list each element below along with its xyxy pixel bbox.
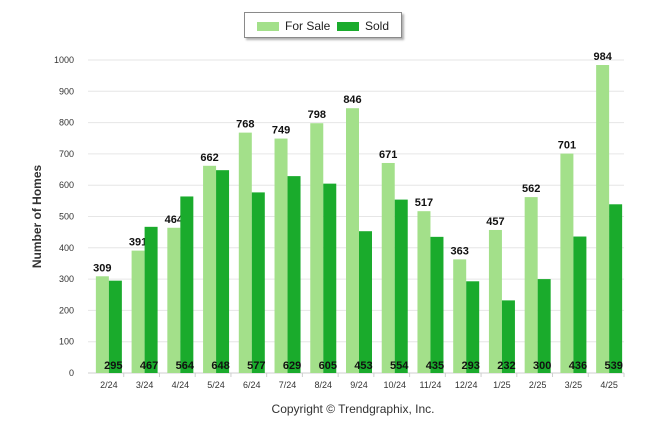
x-tick-label: 2/25 bbox=[529, 380, 547, 390]
data-label-for-sale: 391 bbox=[129, 237, 147, 249]
data-label-sold: 629 bbox=[283, 360, 301, 372]
bar-sold bbox=[501, 300, 515, 373]
legend-label-sold: Sold bbox=[365, 19, 390, 33]
x-tick-label: 6/24 bbox=[243, 380, 261, 390]
data-label-for-sale: 768 bbox=[236, 119, 254, 131]
data-label-for-sale: 517 bbox=[415, 197, 433, 209]
data-label-sold: 436 bbox=[569, 360, 587, 372]
x-tick-label: 8/24 bbox=[315, 380, 333, 390]
y-tick-label: 900 bbox=[59, 86, 74, 96]
x-tick-label: 5/24 bbox=[207, 380, 225, 390]
legend-label-for-sale: For Sale bbox=[285, 19, 331, 33]
bar-for-sale bbox=[381, 162, 395, 373]
data-label-for-sale: 701 bbox=[558, 140, 576, 152]
x-tick-label: 4/25 bbox=[600, 380, 618, 390]
x-tick-label: 11/24 bbox=[420, 380, 442, 390]
y-tick-label: 300 bbox=[59, 274, 74, 284]
x-tick-label: 10/24 bbox=[383, 380, 406, 390]
bar-sold bbox=[287, 176, 301, 373]
y-tick-label: 0 bbox=[69, 368, 74, 378]
legend: For Sale Sold bbox=[244, 12, 402, 38]
x-tick-label: 1/25 bbox=[493, 380, 511, 390]
bar-for-sale bbox=[488, 229, 502, 373]
bar-for-sale bbox=[274, 138, 288, 373]
legend-item-sold: Sold bbox=[337, 19, 389, 33]
bar-for-sale bbox=[524, 197, 538, 373]
bar-for-sale bbox=[238, 132, 252, 373]
data-label-for-sale: 671 bbox=[379, 149, 397, 161]
data-label-sold: 605 bbox=[319, 360, 337, 372]
bar-for-sale bbox=[167, 227, 181, 373]
data-label-for-sale: 984 bbox=[593, 51, 612, 63]
legend-swatch-for-sale bbox=[257, 21, 279, 31]
x-tick-label: 7/24 bbox=[279, 380, 297, 390]
y-tick-label: 500 bbox=[59, 212, 74, 222]
x-tick-label: 9/24 bbox=[350, 380, 368, 390]
data-label-for-sale: 562 bbox=[522, 183, 540, 195]
data-label-sold: 648 bbox=[211, 360, 229, 372]
bar-sold bbox=[430, 236, 444, 373]
bar-sold bbox=[359, 231, 372, 373]
data-label-sold: 293 bbox=[462, 360, 480, 372]
data-label-for-sale: 309 bbox=[93, 262, 111, 274]
x-tick-label: 3/24 bbox=[136, 380, 154, 390]
bar-sold bbox=[466, 281, 480, 373]
y-tick-label: 100 bbox=[59, 337, 74, 347]
bar-for-sale bbox=[203, 165, 217, 373]
bar-for-sale bbox=[310, 123, 324, 373]
bar-for-sale bbox=[346, 108, 359, 374]
y-tick-label: 700 bbox=[59, 149, 74, 159]
data-label-for-sale: 464 bbox=[165, 214, 184, 226]
bar-for-sale bbox=[596, 65, 610, 374]
y-tick-label: 400 bbox=[59, 243, 74, 253]
y-tick-label: 200 bbox=[59, 305, 74, 315]
data-label-sold: 564 bbox=[176, 360, 195, 372]
x-tick-label: 12/24 bbox=[455, 380, 478, 390]
data-label-sold: 539 bbox=[604, 360, 622, 372]
copyright-text: Copyright © Trendgraphix, Inc. bbox=[271, 402, 435, 416]
legend-item-for-sale: For Sale bbox=[257, 19, 330, 33]
bar-sold bbox=[108, 280, 122, 373]
legend-swatch-sold bbox=[337, 21, 359, 31]
bar-sold bbox=[144, 226, 158, 373]
data-label-sold: 295 bbox=[104, 360, 122, 372]
bar-for-sale bbox=[560, 153, 574, 373]
bar-for-sale bbox=[417, 211, 431, 373]
bar-sold bbox=[394, 199, 408, 373]
data-label-for-sale: 457 bbox=[486, 216, 504, 228]
data-label-for-sale: 363 bbox=[451, 245, 469, 257]
data-label-for-sale: 846 bbox=[343, 94, 361, 106]
data-label-sold: 467 bbox=[140, 360, 158, 372]
data-label-sold: 453 bbox=[354, 360, 372, 372]
y-axis-label: Number of Homes bbox=[30, 165, 44, 269]
bar-sold bbox=[573, 236, 587, 373]
bar-sold bbox=[251, 192, 265, 373]
data-label-sold: 577 bbox=[247, 360, 265, 372]
data-label-for-sale: 662 bbox=[200, 152, 218, 164]
data-label-for-sale: 749 bbox=[272, 125, 290, 137]
x-tick-label: 2/24 bbox=[100, 380, 118, 390]
bar-for-sale bbox=[131, 250, 145, 373]
y-tick-label: 800 bbox=[59, 118, 74, 128]
data-label-sold: 554 bbox=[390, 360, 409, 372]
bar-for-sale bbox=[453, 259, 467, 373]
bar-sold bbox=[609, 204, 623, 373]
data-label-sold: 435 bbox=[426, 360, 444, 372]
bar-sold bbox=[537, 279, 551, 373]
bar-sold bbox=[180, 196, 194, 373]
data-label-sold: 232 bbox=[497, 360, 515, 372]
x-tick-label: 4/24 bbox=[172, 380, 190, 390]
data-label-for-sale: 798 bbox=[308, 109, 326, 121]
bar-for-sale bbox=[95, 276, 109, 373]
bar-sold bbox=[323, 183, 337, 373]
data-label-sold: 300 bbox=[533, 360, 551, 372]
y-tick-label: 1000 bbox=[54, 55, 74, 65]
bar-sold bbox=[216, 170, 230, 373]
x-tick-label: 3/25 bbox=[565, 380, 583, 390]
y-tick-label: 600 bbox=[59, 180, 74, 190]
